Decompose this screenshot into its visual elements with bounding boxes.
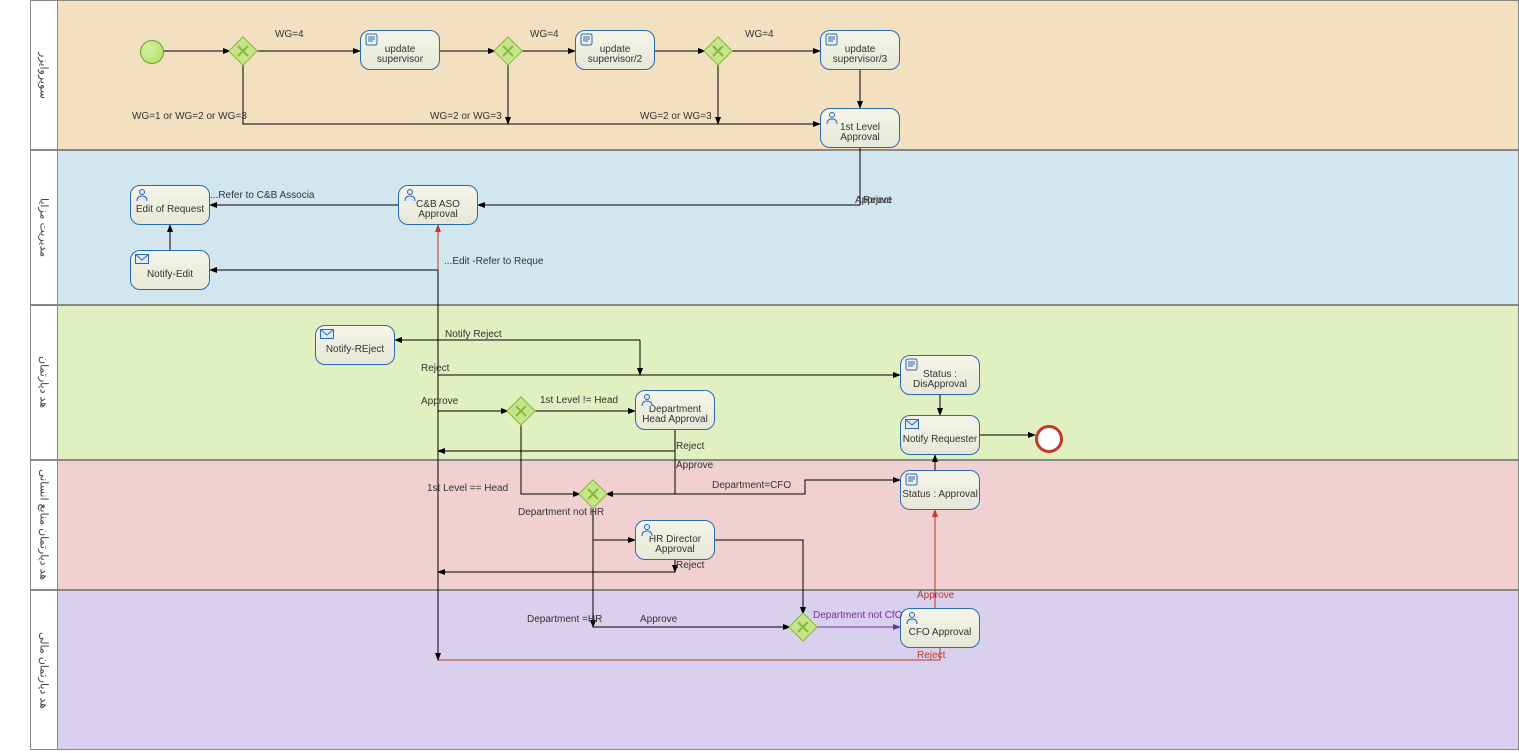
mail-icon bbox=[320, 328, 334, 342]
task-cb_aso[interactable]: C&B ASO Approval bbox=[398, 185, 478, 225]
lane-lane1: سوپروایزر bbox=[30, 0, 1519, 150]
edge-label: Reject bbox=[421, 363, 449, 374]
mail-icon bbox=[905, 418, 919, 432]
end-event[interactable] bbox=[1035, 425, 1063, 453]
lane-lane2: مدیریت مزایا bbox=[30, 150, 1519, 305]
edge-label: Reject bbox=[676, 560, 704, 571]
edge-label: WG=4 bbox=[745, 29, 774, 40]
lane-label: هد دپارتمان bbox=[31, 306, 58, 459]
edge-label: ...Edit -Refer to Reque bbox=[444, 256, 544, 267]
lane-label: سوپروایزر bbox=[31, 1, 58, 149]
edge-label: Approve bbox=[855, 195, 892, 206]
lane-label: مدیریت مزایا bbox=[31, 151, 58, 304]
edge-label: Department =HR bbox=[527, 614, 602, 625]
gateway-gw4[interactable] bbox=[508, 398, 534, 424]
start-event[interactable] bbox=[140, 40, 164, 64]
edge-label: WG=2 or WG=3 bbox=[430, 111, 502, 122]
edge-label: Approve bbox=[676, 460, 713, 471]
bpmn-diagram: سوپروایزرمدیریت مزایاهد دپارتمانهد دپارت… bbox=[0, 0, 1519, 753]
task-notify_edit[interactable]: Notify-Edit bbox=[130, 250, 210, 290]
task-status_approval[interactable]: Status : Approval bbox=[900, 470, 980, 510]
user-icon bbox=[905, 611, 919, 625]
edge-label: Reject bbox=[676, 441, 704, 452]
edge-label: 1st Level == Head bbox=[427, 483, 508, 494]
task-label: C&B ASO Approval bbox=[399, 200, 477, 221]
edge-label: Approve bbox=[640, 614, 677, 625]
task-label: CFO Approval bbox=[909, 628, 972, 639]
user-icon bbox=[135, 188, 149, 202]
task-notify_reject[interactable]: Notify-REject bbox=[315, 325, 395, 365]
task-first_level[interactable]: 1st Level Approval bbox=[820, 108, 900, 148]
task-label: Notify Requester bbox=[903, 435, 977, 446]
mail-icon bbox=[135, 253, 149, 267]
task-label: Edit of Request bbox=[136, 205, 204, 216]
edge-label: Reject bbox=[917, 650, 945, 661]
edge-label: 1st Level != Head bbox=[540, 395, 618, 406]
lane-lane3: هد دپارتمان bbox=[30, 305, 1519, 460]
task-update_sup_1[interactable]: update supervisor bbox=[360, 30, 440, 70]
task-label: Department Head Approval bbox=[636, 405, 714, 426]
task-label: Status : DisApproval bbox=[901, 370, 979, 391]
gateway-gw3[interactable] bbox=[705, 38, 731, 64]
gateway-gw5[interactable] bbox=[580, 481, 606, 507]
edge-label: Department=CFO bbox=[712, 480, 791, 491]
edge-label: WG=2 or WG=3 bbox=[640, 111, 712, 122]
script-icon bbox=[905, 358, 919, 372]
edge-label: Approve bbox=[917, 590, 954, 601]
task-label: update supervisor bbox=[361, 45, 439, 66]
edge-label: Department not CfO bbox=[813, 610, 902, 621]
task-edit_request[interactable]: Edit of Request bbox=[130, 185, 210, 225]
user-icon bbox=[640, 393, 654, 407]
task-update_sup_2[interactable]: update supervisor/2 bbox=[575, 30, 655, 70]
lane-lane5: هد دپارتمان مالی bbox=[30, 590, 1519, 750]
edge-label: Notify Reject bbox=[445, 329, 502, 340]
edge-label: WG=4 bbox=[530, 29, 559, 40]
task-label: 1st Level Approval bbox=[821, 123, 899, 144]
script-icon bbox=[365, 33, 379, 47]
task-label: update supervisor/3 bbox=[821, 45, 899, 66]
task-label: HR Director Approval bbox=[636, 535, 714, 556]
task-notify_requester[interactable]: Notify Requester bbox=[900, 415, 980, 455]
task-label: Notify-Edit bbox=[147, 270, 193, 281]
script-icon bbox=[580, 33, 594, 47]
task-label: update supervisor/2 bbox=[576, 45, 654, 66]
task-hr_director[interactable]: HR Director Approval bbox=[635, 520, 715, 560]
lane-label: هد دپارتمان منابع انسانی bbox=[31, 461, 58, 589]
task-dept_head[interactable]: Department Head Approval bbox=[635, 390, 715, 430]
script-icon bbox=[905, 473, 919, 487]
lane-label: هد دپارتمان مالی bbox=[31, 591, 58, 749]
gateway-gw1[interactable] bbox=[230, 38, 256, 64]
task-label: Notify-REject bbox=[326, 345, 384, 356]
script-icon bbox=[825, 33, 839, 47]
edge-label: ...Refer to C&B Associa bbox=[210, 190, 315, 201]
edge-label: WG=1 or WG=2 or WG=3 bbox=[132, 111, 247, 122]
user-icon bbox=[403, 188, 417, 202]
user-icon bbox=[825, 111, 839, 125]
user-icon bbox=[640, 523, 654, 537]
task-status_dis[interactable]: Status : DisApproval bbox=[900, 355, 980, 395]
task-cfo_approval[interactable]: CFO Approval bbox=[900, 608, 980, 648]
gateway-gw2[interactable] bbox=[495, 38, 521, 64]
edge-label: WG=4 bbox=[275, 29, 304, 40]
task-update_sup_3[interactable]: update supervisor/3 bbox=[820, 30, 900, 70]
edge-label: Department not HR bbox=[518, 507, 604, 518]
task-label: Status : Approval bbox=[902, 490, 978, 501]
edge-label: Approve bbox=[421, 396, 458, 407]
